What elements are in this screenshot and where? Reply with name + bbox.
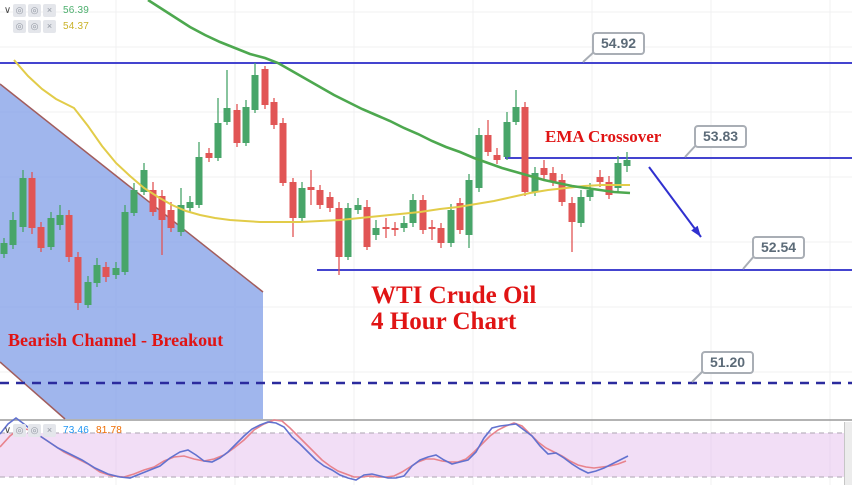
chevron-down-icon[interactable]: ∨ <box>3 5 12 16</box>
circle-icon[interactable]: ◎ <box>28 4 41 17</box>
circle-icon[interactable]: ◎ <box>28 20 41 33</box>
price-level-label[interactable]: 54.92 <box>592 32 646 55</box>
stochastic-d-value: 81.78 <box>96 425 123 436</box>
ema-green-value: 56.39 <box>63 5 90 16</box>
indicator-pane-scrollbar[interactable] <box>844 422 852 485</box>
close-icon[interactable]: × <box>43 4 56 17</box>
annotation-symbol-title: WTI Crude Oil <box>371 282 537 309</box>
ema-yellow-legend-row: ◎ ◎ × 54.37 <box>2 19 89 34</box>
stochastic-legend-row: ∨ ◎ ◎ × 73.46 81.78 <box>2 423 122 438</box>
stochastic-legend: ∨ ◎ ◎ × 73.46 81.78 <box>2 423 122 439</box>
annotation-ema-crossover: EMA Crossover <box>545 127 662 146</box>
circle-icon[interactable]: ◎ <box>28 424 41 437</box>
annotation-bearish-channel: Bearish Channel - Breakout <box>8 330 224 350</box>
ema-yellow-value: 54.37 <box>63 21 90 32</box>
ema-green-legend-row: ∨ ◎ ◎ × 56.39 <box>2 3 89 18</box>
circle-icon[interactable]: ◎ <box>13 4 26 17</box>
circle-icon[interactable]: ◎ <box>13 20 26 33</box>
price-level-label[interactable]: 51.20 <box>701 351 755 374</box>
close-icon[interactable]: × <box>43 424 56 437</box>
price-level-label[interactable]: 53.83 <box>694 125 748 148</box>
chevron-down-icon[interactable]: ∨ <box>3 425 12 436</box>
stochastic-k-value: 73.46 <box>63 425 90 436</box>
main-legend: ∨ ◎ ◎ × 56.39 ◎ ◎ × 54.37 <box>2 3 89 35</box>
price-level-label[interactable]: 52.54 <box>752 236 806 259</box>
annotation-timeframe: 4 Hour Chart <box>371 308 517 335</box>
close-icon[interactable]: × <box>43 20 56 33</box>
circle-icon[interactable]: ◎ <box>13 424 26 437</box>
